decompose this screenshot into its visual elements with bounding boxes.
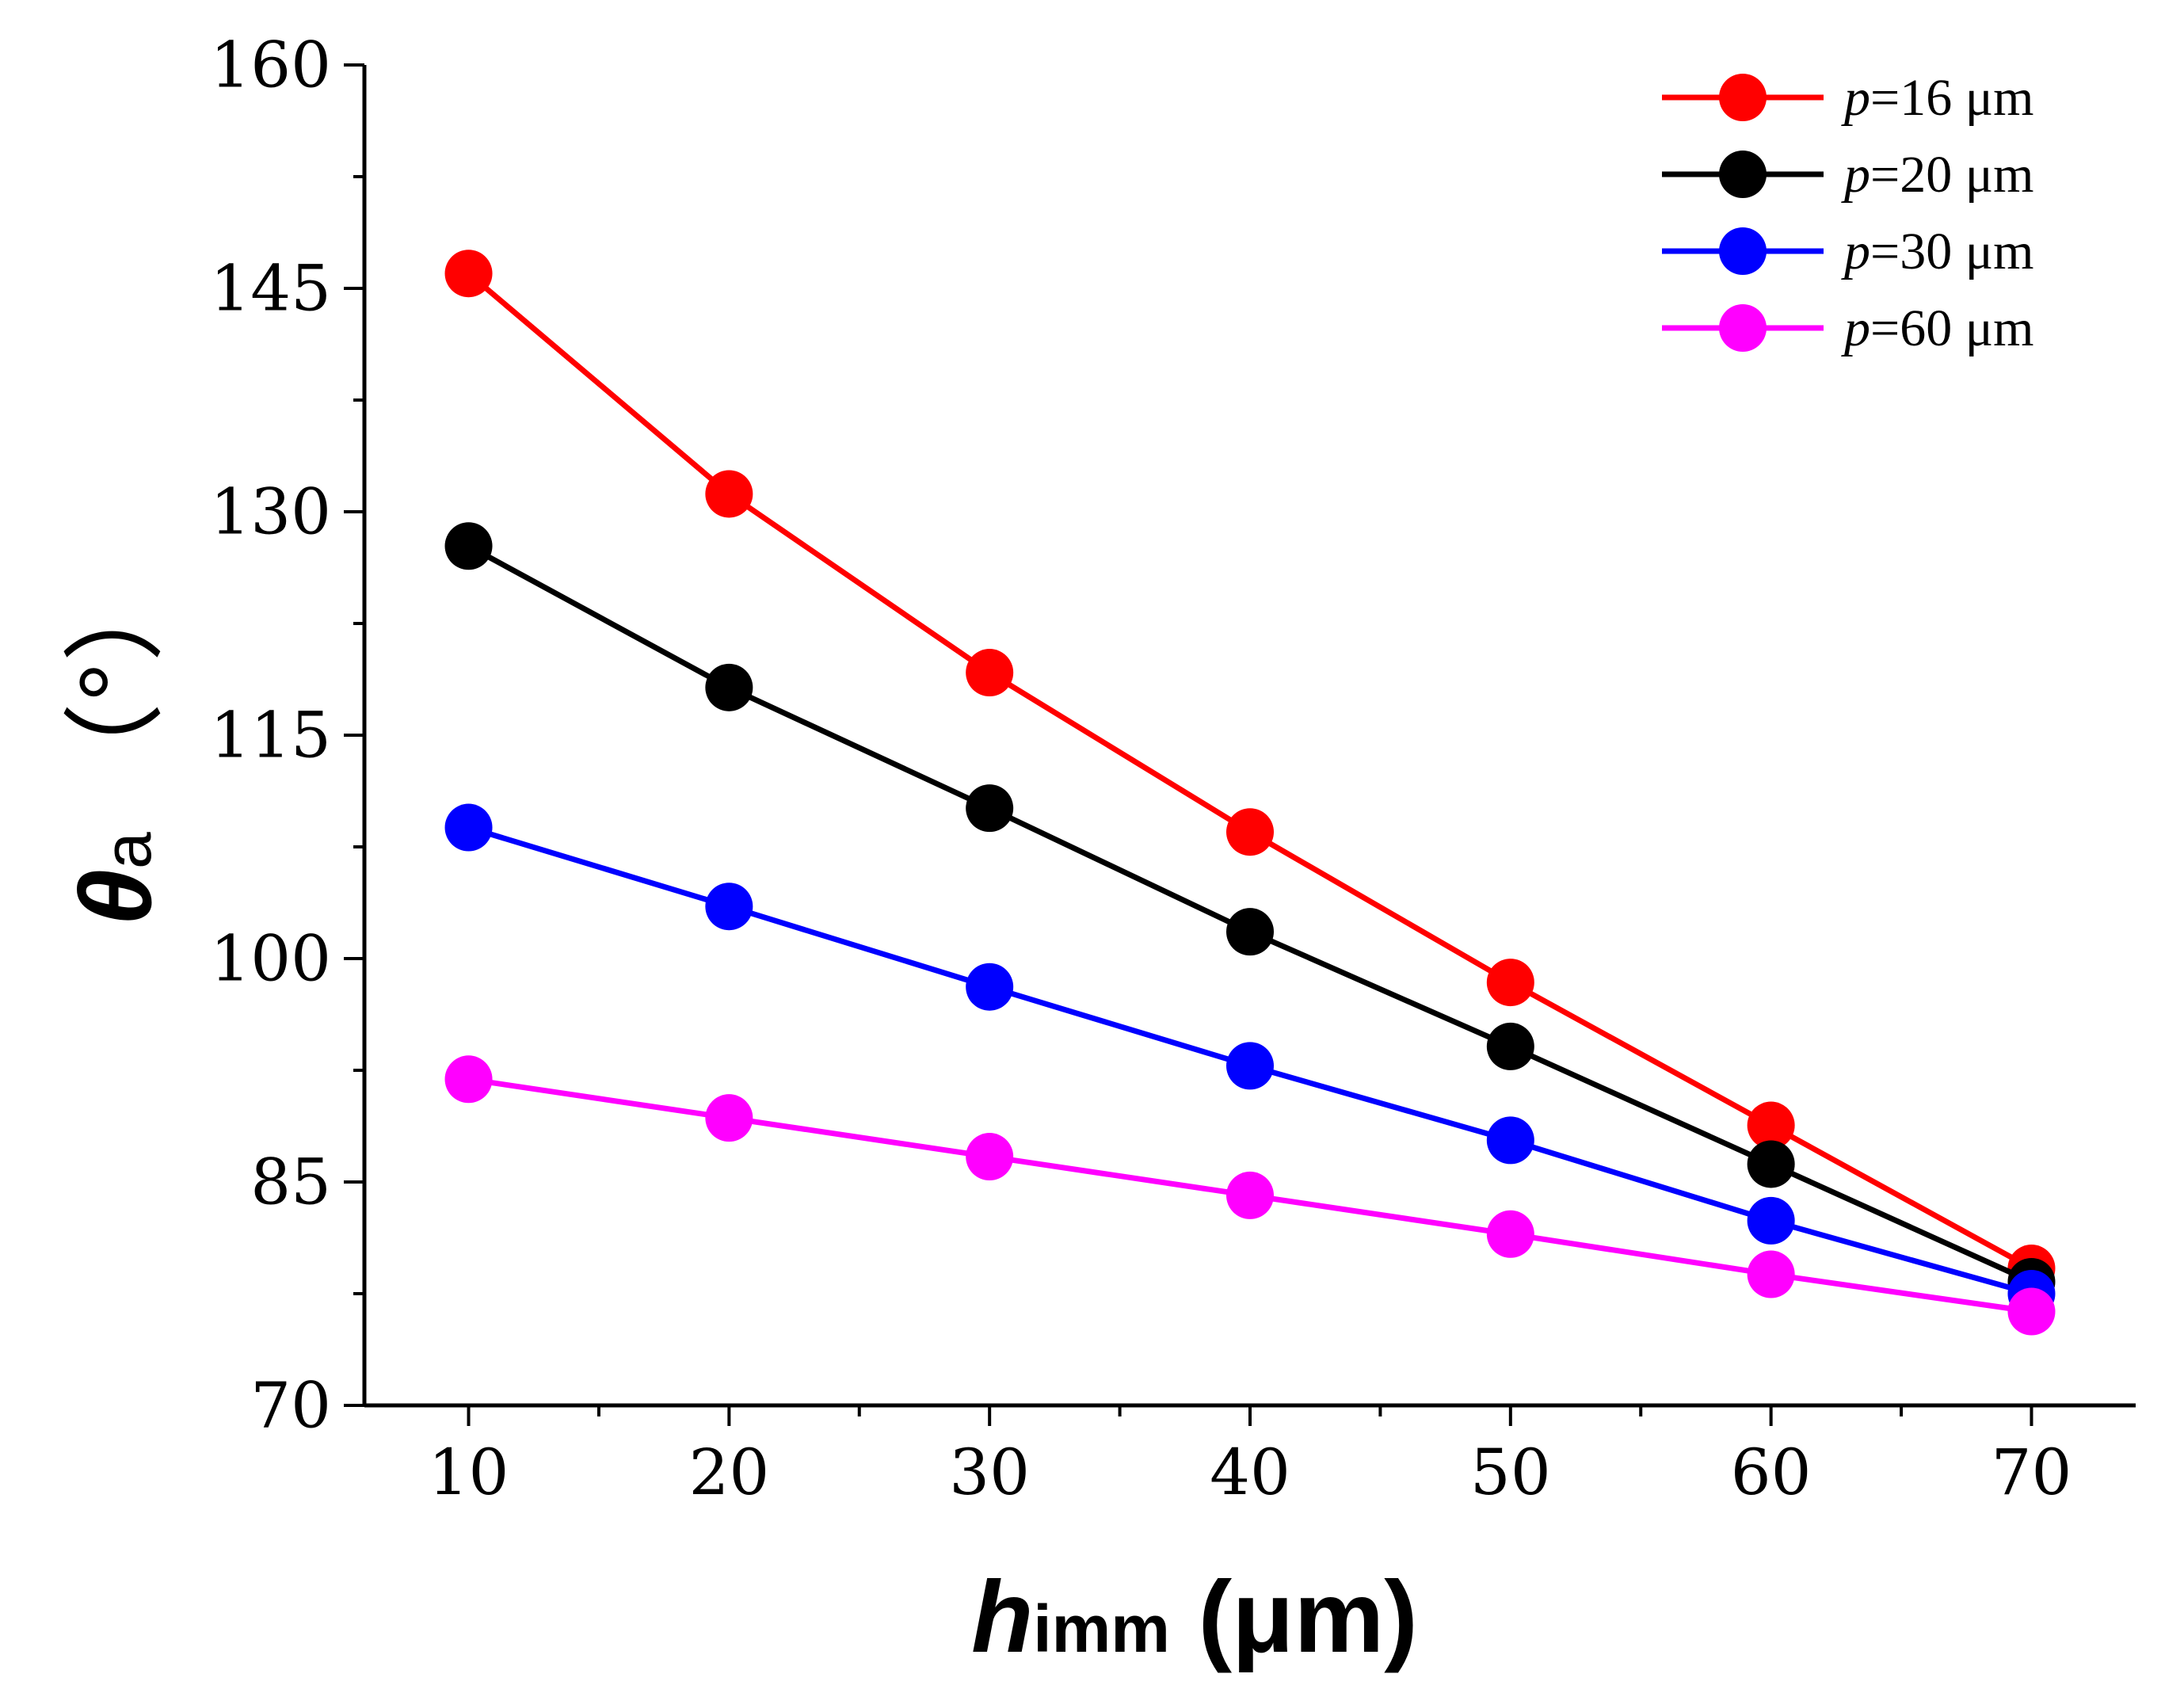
- data-point: [1747, 1101, 1795, 1150]
- x-title-subscript: imm: [1033, 1592, 1170, 1666]
- y-tick-label: 160: [210, 29, 331, 102]
- legend-item: p=60 μm: [1662, 299, 2033, 357]
- legend-marker: [1719, 304, 1767, 352]
- series-2: [444, 522, 2056, 1306]
- legend-label-italic: p: [1841, 223, 1870, 280]
- data-point: [966, 963, 1014, 1011]
- x-tick-label: 20: [688, 1435, 769, 1509]
- data-point: [705, 470, 753, 518]
- y-title-unit: （°）: [59, 561, 173, 833]
- data-point: [1747, 1196, 1795, 1245]
- x-tick-label: 30: [949, 1435, 1030, 1509]
- y-axis-title: θa （°）: [59, 561, 173, 926]
- legend-item: p=20 μm: [1662, 146, 2033, 204]
- legend-label-rest: =30 μm: [1870, 223, 2033, 280]
- legend-marker: [1719, 151, 1767, 198]
- y-tick-label: 70: [250, 1369, 331, 1443]
- data-point: [1226, 1171, 1274, 1219]
- legend-item: p=30 μm: [1662, 223, 2033, 280]
- y-title-subscript: a: [90, 832, 165, 869]
- data-point: [2007, 1287, 2056, 1336]
- y-tick-label: 115: [210, 699, 331, 772]
- legend-label: p=20 μm: [1841, 146, 2033, 204]
- legend-label-rest: =60 μm: [1870, 299, 2033, 357]
- axis-titles: himm (μm) θa （°）: [59, 561, 1418, 1674]
- legend-label: p=30 μm: [1841, 223, 2033, 280]
- data-point: [705, 1094, 753, 1142]
- x-tick-label: 70: [1992, 1435, 2072, 1509]
- series-group: [444, 250, 2056, 1336]
- y-title-symbol: θ: [59, 869, 173, 925]
- data-point: [444, 1055, 493, 1104]
- data-point: [444, 803, 493, 852]
- y-tick-label: 145: [210, 252, 331, 326]
- series-4: [444, 1055, 2056, 1336]
- legend-label-rest: =16 μm: [1870, 69, 2033, 127]
- data-point: [705, 883, 753, 931]
- x-tick-label: 50: [1470, 1435, 1551, 1509]
- data-point: [966, 1133, 1014, 1181]
- data-point: [1486, 1022, 1534, 1070]
- data-point: [1226, 808, 1274, 856]
- x-axis-title: himm (μm): [971, 1561, 1418, 1674]
- legend-label-italic: p: [1841, 146, 1870, 204]
- y-tick-label: 100: [210, 922, 331, 996]
- x-tick-label: 60: [1731, 1435, 1812, 1509]
- y-tick-label: 85: [250, 1146, 331, 1219]
- series-3: [444, 803, 2056, 1317]
- axes: 70 85 100 115 130 145 160 10 20 30 40 50 60 70: [210, 29, 2136, 1509]
- data-point: [1226, 1042, 1274, 1090]
- data-point: [966, 649, 1014, 697]
- legend-marker: [1719, 227, 1767, 275]
- x-tick-label: 10: [429, 1435, 509, 1509]
- x-title-unit: (μm): [1170, 1561, 1418, 1674]
- legend-item: p=16 μm: [1662, 69, 2033, 127]
- series-1: [444, 250, 2056, 1293]
- legend-label: p=16 μm: [1841, 69, 2033, 127]
- x-tick-label: 40: [1210, 1435, 1290, 1509]
- data-point: [705, 663, 753, 711]
- data-point: [1226, 908, 1274, 956]
- legend-label-rest: =20 μm: [1870, 146, 2033, 204]
- legend-label-italic: p: [1841, 69, 1870, 127]
- series-line: [467, 271, 2033, 1272]
- data-point: [1747, 1140, 1795, 1188]
- data-point: [444, 250, 493, 298]
- data-point: [1486, 959, 1534, 1007]
- legend-label: p=60 μm: [1841, 299, 2033, 357]
- data-point: [1747, 1250, 1795, 1298]
- legend-marker: [1719, 74, 1767, 121]
- data-point: [966, 784, 1014, 833]
- y-tick-label: 130: [210, 475, 331, 549]
- legend-label-italic: p: [1841, 299, 1870, 357]
- x-title-symbol: h: [971, 1561, 1033, 1674]
- legend: p=16 μmp=20 μmp=30 μmp=60 μm: [1662, 69, 2033, 357]
- data-point: [444, 522, 493, 570]
- data-point: [1486, 1116, 1534, 1165]
- data-point: [1486, 1210, 1534, 1258]
